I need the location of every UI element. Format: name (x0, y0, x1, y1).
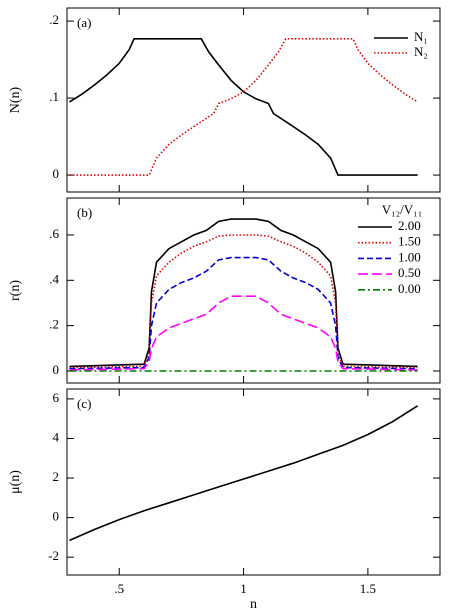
y-tick-label: .6 (49, 226, 59, 241)
data-line (69, 38, 419, 176)
legend-label: 1.00 (398, 249, 421, 264)
y-tick-label: -2 (48, 548, 59, 563)
y-tick-label: 2 (53, 469, 60, 484)
plot-frame (66, 197, 441, 384)
y-tick-label: 0 (53, 509, 60, 524)
panel-label: (c) (77, 396, 91, 411)
y-tick-label: 0 (53, 166, 60, 181)
x-tick-label: 1.5 (360, 581, 376, 596)
data-line (69, 295, 418, 371)
data-line (69, 405, 419, 542)
data-line (69, 38, 418, 176)
legend-label: 0.50 (398, 265, 421, 280)
panel-label: (a) (77, 15, 91, 30)
y-axis-label: r(n) (8, 280, 23, 301)
x-tick-label: .5 (114, 581, 124, 596)
plot-frame (66, 388, 441, 576)
legend-label: 1.50 (398, 234, 421, 249)
y-axis-label: N(n) (8, 86, 23, 113)
plot-frame (66, 7, 441, 193)
data-line (69, 256, 418, 370)
x-tick-label: 1 (240, 581, 247, 596)
legend-label: 2.00 (398, 218, 421, 233)
y-axis-label: μ(n) (8, 470, 23, 494)
y-tick-label: 4 (53, 429, 60, 444)
y-tick-label: 6 (53, 390, 60, 405)
data-line (69, 218, 418, 368)
y-tick-label: 0 (53, 362, 60, 377)
legend-label: N₁ (414, 29, 428, 44)
panel-label: (b) (77, 205, 92, 220)
x-axis-label: n (250, 597, 257, 612)
data-line (69, 234, 418, 369)
y-tick-label: .2 (49, 317, 59, 332)
legend-label: N₂ (414, 44, 428, 59)
y-tick-label: .4 (49, 271, 59, 286)
legend-title: V₁₂/V₁₁ (382, 202, 423, 217)
y-tick-label: .2 (49, 12, 59, 27)
legend-label: 0.00 (398, 281, 421, 296)
y-tick-label: .1 (49, 89, 59, 104)
